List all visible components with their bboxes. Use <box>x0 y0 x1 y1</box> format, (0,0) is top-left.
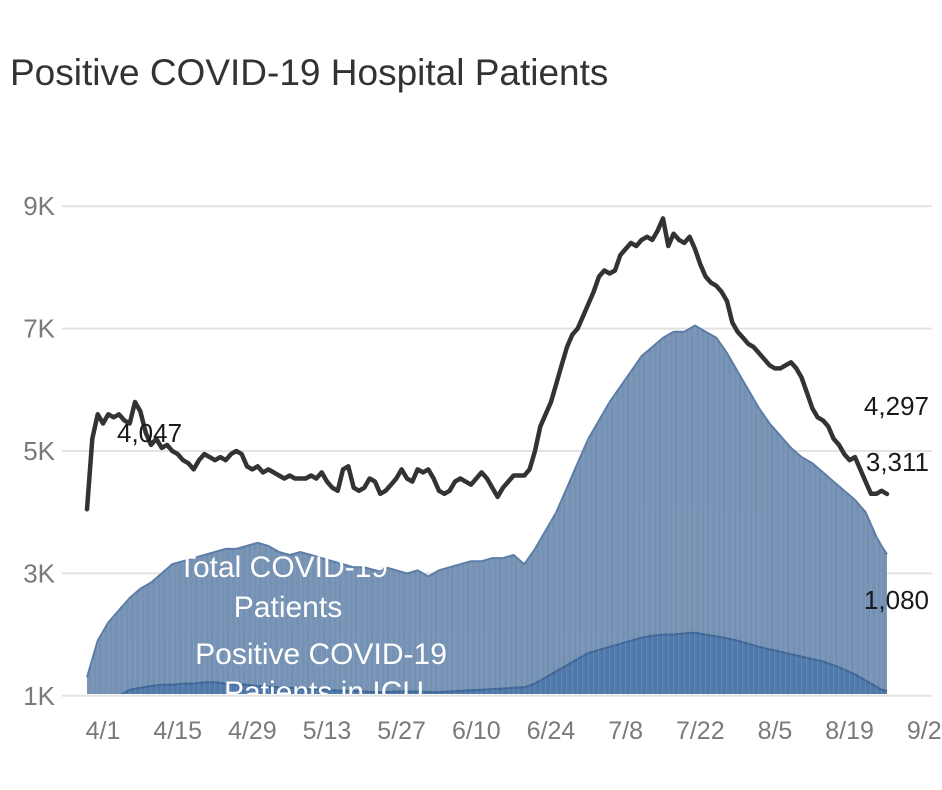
x-tick-label: 6/24 <box>527 717 576 745</box>
x-tick-label: 4/15 <box>153 717 202 745</box>
x-tick-label: 8/19 <box>825 717 874 745</box>
icu-patients-label: Positive COVID-19 <box>195 638 447 671</box>
hospital-patients-line-path <box>84 216 890 512</box>
x-tick-label: 8/5 <box>758 717 793 745</box>
x-axis: 4/1 4/15 4/29 5/13 5/27 6/10 6/24 7/8 7/22 8/5 8/1… <box>86 717 942 745</box>
total-patients-area <box>87 325 887 694</box>
data-labels: 4,047 4,297 3,311 1,080 <box>117 391 929 615</box>
x-tick-label: 7/8 <box>608 717 643 745</box>
icu-patients-label-2: Patients in ICU <box>224 676 424 709</box>
y-tick-label: 7K <box>23 314 55 344</box>
data-label: 1,080 <box>864 585 929 615</box>
plot-areas <box>86 324 888 694</box>
x-tick-label: 4/29 <box>228 717 277 745</box>
icu-patients-area-edge <box>120 631 888 694</box>
y-axis: 1K 3K 5K 7K 9K <box>23 191 55 711</box>
x-tick-label: 4/1 <box>86 717 121 745</box>
hospital-patients-line <box>84 216 890 512</box>
y-tick-label: 5K <box>23 436 55 466</box>
x-tick-label: 6/10 <box>452 717 501 745</box>
y-tick-label: 3K <box>23 558 55 588</box>
x-tick-label: 5/13 <box>303 717 352 745</box>
x-tick-label: 7/22 <box>676 717 725 745</box>
total-patients-label: Total COVID-19 <box>178 551 388 584</box>
x-tick-label: 9/2 <box>907 717 942 745</box>
x-tick-label: 5/27 <box>377 717 426 745</box>
y-tick-label: 9K <box>23 191 55 221</box>
total-patients-label-2: Patients <box>234 591 342 624</box>
data-label: 4,297 <box>864 391 929 421</box>
data-label: 3,311 <box>866 447 929 477</box>
area-labels: Total COVID-19 Patients Positive COVID-1… <box>178 551 447 709</box>
data-label: 4,047 <box>117 418 182 448</box>
total-patients-area-edge <box>86 324 888 678</box>
icu-patients-area <box>122 632 887 694</box>
y-tick-label: 1K <box>23 681 55 711</box>
chart-title: Positive COVID-19 Hospital Patients <box>10 52 609 93</box>
